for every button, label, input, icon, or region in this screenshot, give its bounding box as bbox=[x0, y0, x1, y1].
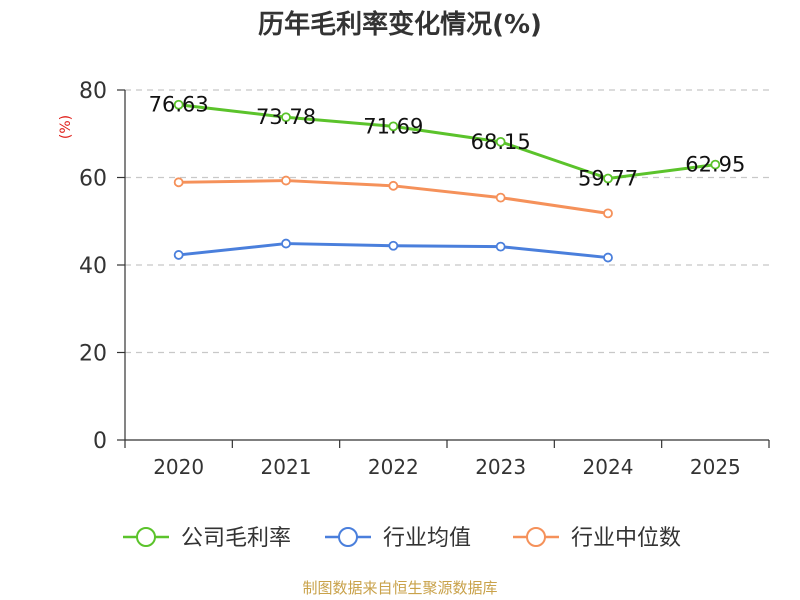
data-point bbox=[281, 175, 291, 186]
x-tick-label: 2021 bbox=[261, 455, 312, 479]
data-labels: 76.63 73.78 71.69 68.15 59.77 62.95 bbox=[149, 93, 746, 191]
x-tick-labels: 2020 2021 2022 2023 2024 2025 bbox=[153, 455, 741, 479]
data-point bbox=[603, 173, 613, 184]
data-point bbox=[603, 208, 613, 219]
data-point bbox=[281, 238, 291, 249]
data-point bbox=[603, 252, 613, 263]
y-tick-label: 20 bbox=[79, 342, 107, 367]
x-tick-label: 2025 bbox=[690, 455, 741, 479]
legend: 公司毛利率 行业均值 行业中位数 bbox=[123, 526, 681, 551]
data-point bbox=[495, 241, 506, 252]
legend-label: 行业均值 bbox=[383, 526, 471, 551]
data-point bbox=[495, 192, 506, 203]
y-tick-labels: 0 20 40 60 80 bbox=[79, 79, 107, 454]
data-label: 71.69 bbox=[363, 114, 423, 138]
data-point bbox=[173, 99, 184, 110]
y-tick-label: 60 bbox=[79, 167, 107, 192]
grid-lines bbox=[125, 89, 769, 354]
x-tick-label: 2022 bbox=[368, 455, 419, 479]
data-label: 73.78 bbox=[256, 105, 316, 129]
y-axis-unit: (%) bbox=[58, 115, 74, 139]
source-note: 制图数据来自恒生聚源数据库 bbox=[302, 579, 497, 597]
legend-marker bbox=[526, 527, 546, 547]
axes bbox=[117, 89, 770, 448]
data-label: 76.63 bbox=[149, 93, 209, 117]
legend-marker bbox=[136, 527, 156, 547]
series-group bbox=[173, 99, 721, 263]
data-label: 62.95 bbox=[685, 153, 745, 177]
data-point bbox=[495, 136, 506, 147]
data-label: 68.15 bbox=[471, 130, 531, 154]
data-point bbox=[388, 121, 399, 132]
data-point bbox=[388, 180, 399, 191]
data-point bbox=[281, 112, 291, 123]
data-point bbox=[173, 177, 184, 188]
y-tick-label: 40 bbox=[79, 254, 107, 279]
x-tick-label: 2024 bbox=[583, 455, 634, 479]
legend-label: 公司毛利率 bbox=[181, 526, 291, 551]
chart-title: 历年毛利率变化情况(%) bbox=[258, 9, 542, 40]
y-tick-label: 0 bbox=[93, 429, 107, 454]
x-tick-label: 2020 bbox=[153, 455, 204, 479]
series-line bbox=[178, 103, 716, 181]
y-tick-label: 80 bbox=[79, 79, 107, 104]
data-point bbox=[388, 240, 399, 251]
data-point bbox=[173, 250, 184, 260]
data-label: 59.77 bbox=[578, 167, 638, 191]
legend-marker bbox=[338, 527, 358, 547]
data-point bbox=[710, 159, 721, 170]
legend-label: 行业中位数 bbox=[571, 526, 681, 551]
x-tick-label: 2023 bbox=[475, 455, 526, 479]
